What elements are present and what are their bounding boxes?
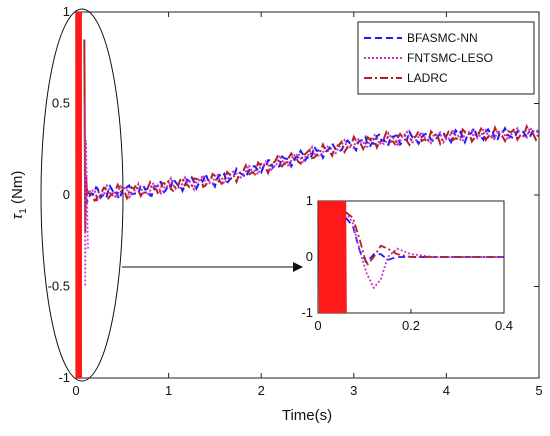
inset-x-tick-label-1: 0.2 xyxy=(402,318,420,333)
y-tick-label-1: -0.5 xyxy=(48,279,70,294)
burst-fntsmc xyxy=(83,103,89,287)
inset-y-tick-label-2: 1 xyxy=(306,193,313,208)
inset-plot: 0 0.2 0.4-101 xyxy=(301,193,513,333)
x-tick-label-2: 2 xyxy=(258,383,265,398)
main-series-group xyxy=(84,123,540,204)
inset-y-tick-label-0: -1 xyxy=(301,305,313,320)
inset-y-tick-label-1: 0 xyxy=(306,249,313,264)
inset-burst xyxy=(318,200,347,314)
y-tick-label-3: 0.5 xyxy=(52,96,70,111)
x-tick-label-5: 5 xyxy=(535,383,542,398)
zoom-ellipse xyxy=(40,8,124,382)
legend-label-fntsmc-leso: FNTSMC-LESO xyxy=(407,51,493,65)
y-tick-label-2: 0 xyxy=(63,187,70,202)
x-tick-label-1: 1 xyxy=(165,383,172,398)
y-tick-label-0: -1 xyxy=(58,370,70,385)
x-tick-label-4: 4 xyxy=(443,383,450,398)
inset-tick-labels: 0 0.2 0.4-101 xyxy=(301,193,513,333)
legend-label-bfasmc-nn: BFASMC-NN xyxy=(407,31,478,45)
y-tick-label-4: 1 xyxy=(63,4,70,19)
x-tick-label-3: 3 xyxy=(350,383,357,398)
y-axis-label-symbol: τ xyxy=(9,212,26,219)
inset-series-group xyxy=(318,200,504,314)
transient-burst xyxy=(75,11,89,379)
main-tick-labels: 0 1 2 3 4 5 -1 -0.5 0 0.5 1 xyxy=(48,4,543,398)
y-axis-label-subscript: 1 xyxy=(18,208,29,214)
y-axis-label-unit: (Nm) xyxy=(9,171,26,209)
inset-x-tick-label-0: 0 xyxy=(314,318,321,333)
main-series-line-0 xyxy=(84,125,540,204)
burst-ladrc xyxy=(75,11,82,379)
legend-label-ladrc: LADRC xyxy=(407,71,448,85)
inset-series-line-2 xyxy=(345,211,504,268)
y-axis-label: τ1 (Nm) xyxy=(9,171,29,220)
x-axis-label: Time(s) xyxy=(282,407,332,424)
zoom-arrow-head xyxy=(293,262,303,272)
x-tick-label-0: 0 xyxy=(72,383,79,398)
main-series-line-2 xyxy=(85,123,540,202)
legend-box xyxy=(357,21,535,95)
legend: BFASMC-NN FNTSMC-LESO LADRC xyxy=(357,21,535,95)
inset-x-tick-label-2: 0.4 xyxy=(495,318,513,333)
